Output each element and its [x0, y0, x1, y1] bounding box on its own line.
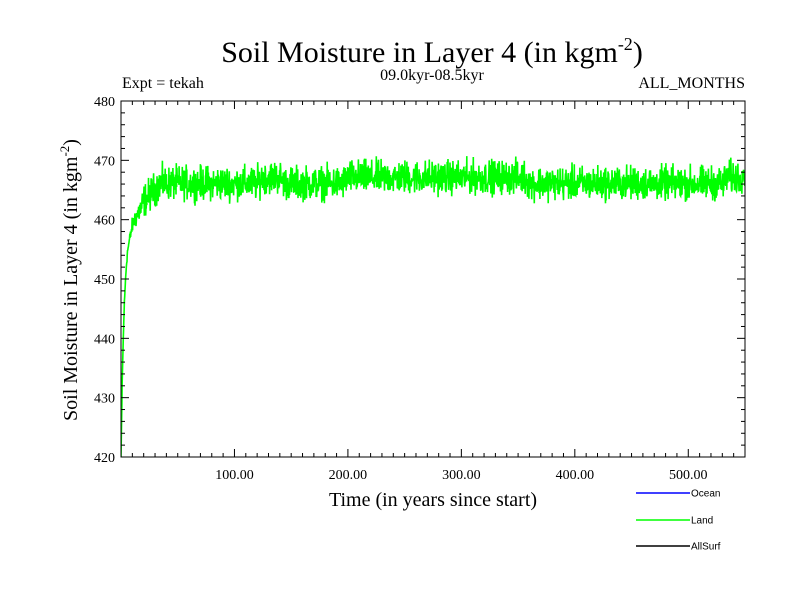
y-tick-label: 460	[94, 214, 115, 229]
x-tick-label: 400.00	[556, 468, 595, 483]
y-tick-label: 450	[94, 273, 115, 288]
y-axis-label: Soil Moisture in Layer 4 (in kgm-2)	[57, 139, 82, 421]
plot-frame	[120, 100, 746, 458]
y-tick-label: 420	[94, 451, 115, 466]
legend: Ocean Land AllSurf	[636, 489, 721, 553]
y-tick-label: 470	[94, 154, 115, 169]
y-tick-label: 480	[94, 95, 115, 110]
x-axis-label: Time (in years since start)	[329, 489, 537, 511]
period-label: 09.0kyr-08.5kyr	[380, 67, 484, 84]
x-tick-label: 100.00	[215, 468, 254, 483]
series-line-land	[121, 156, 745, 457]
x-tick-label: 500.00	[669, 468, 708, 483]
y-axis: 420 430 440 450 460 470 480	[94, 95, 745, 466]
x-tick-label: 200.00	[329, 468, 368, 483]
chart-title: Soil Moisture in Layer 4 (in kgm-2)	[221, 34, 643, 69]
legend-label-ocean: Ocean	[691, 489, 720, 500]
legend-label-allsurf: AllSurf	[691, 542, 721, 553]
x-tick-label: 300.00	[442, 468, 481, 483]
experiment-label: Expt = tekah	[122, 75, 204, 92]
months-label: ALL_MONTHS	[638, 75, 745, 92]
y-tick-label: 430	[94, 392, 115, 407]
x-axis: 100.00 200.00 300.00 400.00 500.00	[131, 101, 735, 483]
legend-label-land: Land	[691, 516, 713, 527]
y-tick-label: 440	[94, 332, 115, 347]
